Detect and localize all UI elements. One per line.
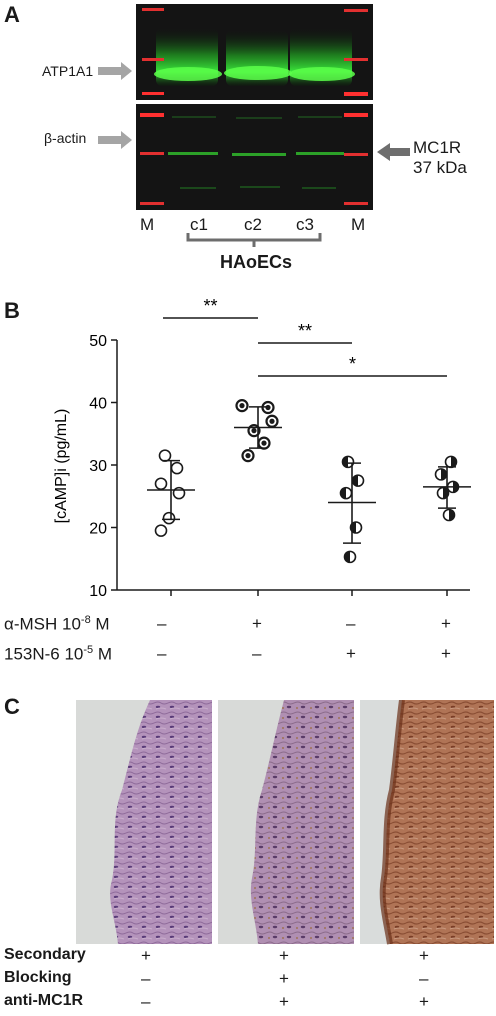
panel-c-sign: + [419,992,429,1011]
data-point-half [340,487,346,499]
panel-c-sign: – [419,969,429,988]
condition-sign: – [157,614,167,633]
data-point [265,414,279,428]
data-point-circle [170,461,184,475]
condition-sign: – [252,644,262,663]
panel-c-row-label: Secondary [4,946,86,963]
lane-c1: c1 [190,215,208,234]
data-point [434,468,448,481]
panel-c-row-label: Blocking [4,969,72,986]
mc1r-arrow [377,143,410,161]
y-tick-label: 10 [89,583,107,600]
panel-c-sign: + [141,946,151,965]
data-point [154,477,168,491]
histology-panel [76,700,494,945]
y-axis-label: [cAMP]i (pg/mL) [53,409,70,524]
data-point-half [449,509,455,521]
data-point [241,449,255,463]
data-point-dot [251,428,257,434]
msh-condition-label: α-MSH 10-8 M [4,614,110,634]
cells-label: HAoECs [220,252,293,272]
lane-m-left: M [140,215,155,234]
significance-label: * [349,354,356,374]
data-point [343,550,357,564]
data-point-half [342,456,348,468]
bactin-arrow [98,131,132,149]
data-point [341,455,355,469]
y-tick-label: 20 [89,521,107,538]
condition-sign: + [441,614,451,633]
data-point-half [440,468,447,480]
atp1a1-label: ATP1A1 [42,63,94,79]
condition-sign: + [252,614,262,633]
data-point [444,455,458,469]
data-point-half [352,475,358,487]
data-point-dot [261,440,267,446]
data-point [442,508,456,522]
data-point-half [451,456,457,468]
data-point [339,486,353,500]
atp1a1-arrow [98,62,132,80]
significance-label: ** [203,296,217,316]
data-point [158,449,172,462]
y-tick-label: 50 [89,333,107,350]
panel-c-letter: C [4,694,20,719]
lane-c3: c3 [296,215,314,234]
panel-b-letter: B [4,298,20,323]
data-point [235,399,249,413]
data-point-dot [269,418,275,424]
significance-label: ** [298,321,312,341]
y-tick-label: 40 [89,396,107,413]
data-point-dot [239,403,245,409]
western-blot-panel [98,4,410,247]
data-point [170,461,184,475]
data-point-circle [162,511,176,525]
panel-c-sign: + [279,992,289,1011]
condition-sign: – [346,614,356,633]
bactin-label: β-actin [44,130,87,146]
data-point [351,474,365,487]
data-point [154,524,168,537]
antagonist-condition-label: 153N-6 10-5 M [4,644,113,664]
kda-label: 37 kDa [413,158,467,177]
panel-a-letter: A [4,2,20,27]
panel-c-sign: + [419,946,429,965]
condition-sign: + [441,644,451,663]
panel-c-sign: + [279,969,289,988]
data-point-circle [158,449,172,462]
data-point-circle [154,524,168,537]
y-tick-label: 30 [89,458,107,475]
condition-sign: – [157,644,167,663]
mc1r-label: MC1R [413,138,462,157]
panel-c-sign: – [141,969,151,988]
blot-bottom [136,104,373,210]
condition-sign: + [346,644,356,663]
data-point [162,511,176,525]
lane-c2: c2 [244,215,262,234]
panel-c-sign: + [279,946,289,965]
panel-c-row-label: anti-MC1R [4,992,84,1009]
data-point [257,436,271,450]
data-point-dot [245,453,251,459]
panel-c-sign: – [141,992,151,1011]
data-point-circle [154,477,168,491]
lane-m-right: M [351,215,366,234]
data-point-half [344,551,350,563]
